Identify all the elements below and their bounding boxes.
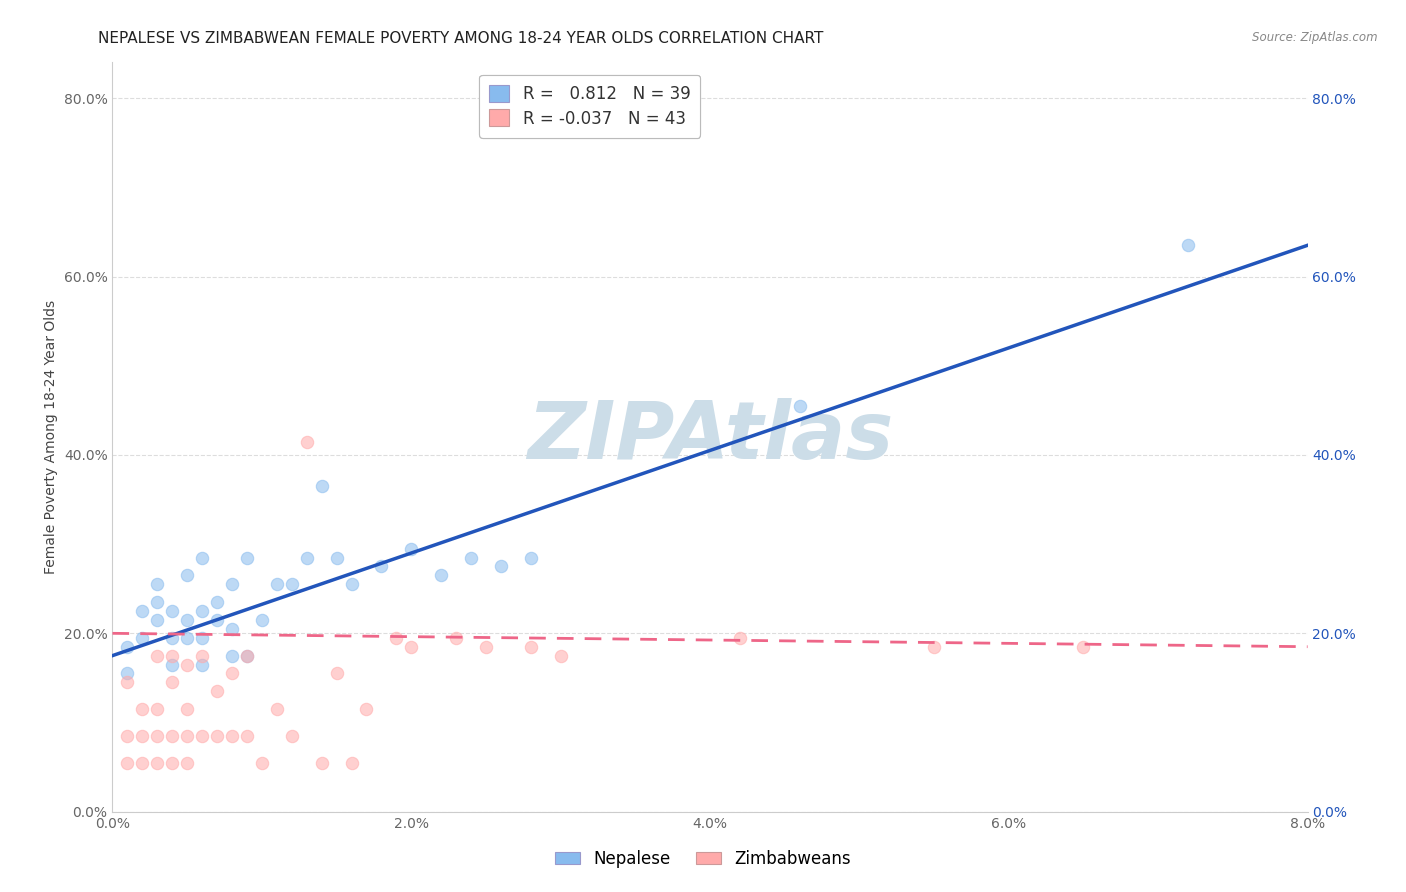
Point bbox=[281, 577, 304, 591]
Point bbox=[1177, 238, 1199, 252]
Point bbox=[146, 729, 169, 743]
Point bbox=[191, 631, 214, 645]
Point bbox=[205, 729, 228, 743]
Point bbox=[475, 640, 498, 654]
Point bbox=[131, 702, 153, 716]
Point bbox=[162, 631, 183, 645]
Point bbox=[221, 648, 243, 663]
Legend: R =   0.812   N = 39, R = -0.037   N = 43: R = 0.812 N = 39, R = -0.037 N = 43 bbox=[479, 75, 700, 137]
Point bbox=[176, 756, 198, 770]
Point bbox=[162, 729, 183, 743]
Point bbox=[221, 666, 243, 681]
Point bbox=[444, 631, 467, 645]
Point bbox=[325, 550, 347, 565]
Legend: Nepalese, Zimbabweans: Nepalese, Zimbabweans bbox=[548, 844, 858, 875]
Point bbox=[176, 631, 198, 645]
Point bbox=[191, 550, 214, 565]
Point bbox=[191, 657, 214, 672]
Point bbox=[250, 613, 273, 627]
Point bbox=[520, 640, 543, 654]
Point bbox=[460, 550, 482, 565]
Point bbox=[146, 577, 169, 591]
Point bbox=[1073, 640, 1095, 654]
Y-axis label: Female Poverty Among 18-24 Year Olds: Female Poverty Among 18-24 Year Olds bbox=[44, 300, 58, 574]
Point bbox=[176, 729, 198, 743]
Point bbox=[489, 559, 512, 574]
Point bbox=[117, 729, 139, 743]
Point bbox=[146, 756, 169, 770]
Point bbox=[205, 684, 228, 698]
Point bbox=[236, 550, 259, 565]
Point bbox=[162, 756, 183, 770]
Point bbox=[340, 577, 363, 591]
Point bbox=[221, 577, 243, 591]
Point bbox=[146, 702, 169, 716]
Point bbox=[221, 729, 243, 743]
Point bbox=[370, 559, 392, 574]
Point bbox=[131, 729, 153, 743]
Point bbox=[131, 631, 153, 645]
Point bbox=[191, 729, 214, 743]
Point bbox=[281, 729, 304, 743]
Point bbox=[117, 640, 139, 654]
Point bbox=[117, 756, 139, 770]
Point bbox=[131, 604, 153, 618]
Point bbox=[117, 675, 139, 690]
Point bbox=[311, 479, 333, 493]
Point bbox=[401, 640, 423, 654]
Text: NEPALESE VS ZIMBABWEAN FEMALE POVERTY AMONG 18-24 YEAR OLDS CORRELATION CHART: NEPALESE VS ZIMBABWEAN FEMALE POVERTY AM… bbox=[98, 31, 824, 46]
Point bbox=[146, 648, 169, 663]
Point bbox=[191, 648, 214, 663]
Point bbox=[266, 702, 288, 716]
Point bbox=[176, 657, 198, 672]
Point bbox=[356, 702, 378, 716]
Point bbox=[205, 595, 228, 609]
Text: Source: ZipAtlas.com: Source: ZipAtlas.com bbox=[1253, 31, 1378, 45]
Point bbox=[176, 613, 198, 627]
Point bbox=[236, 648, 259, 663]
Point bbox=[162, 657, 183, 672]
Point bbox=[250, 756, 273, 770]
Point bbox=[789, 399, 811, 413]
Point bbox=[922, 640, 945, 654]
Point bbox=[146, 613, 169, 627]
Point bbox=[266, 577, 288, 591]
Point bbox=[520, 550, 543, 565]
Point bbox=[176, 568, 198, 582]
Text: ZIPAtlas: ZIPAtlas bbox=[527, 398, 893, 476]
Point bbox=[205, 613, 228, 627]
Point bbox=[236, 729, 259, 743]
Point bbox=[295, 434, 318, 449]
Point bbox=[550, 648, 572, 663]
Point bbox=[221, 622, 243, 636]
Point bbox=[162, 675, 183, 690]
Point bbox=[728, 631, 751, 645]
Point bbox=[162, 604, 183, 618]
Point bbox=[430, 568, 453, 582]
Point bbox=[401, 541, 423, 556]
Point bbox=[131, 756, 153, 770]
Point bbox=[176, 702, 198, 716]
Point bbox=[146, 595, 169, 609]
Point bbox=[311, 756, 333, 770]
Point bbox=[236, 648, 259, 663]
Point bbox=[117, 666, 139, 681]
Point bbox=[191, 604, 214, 618]
Point bbox=[162, 648, 183, 663]
Point bbox=[295, 550, 318, 565]
Point bbox=[340, 756, 363, 770]
Point bbox=[325, 666, 347, 681]
Point bbox=[385, 631, 408, 645]
